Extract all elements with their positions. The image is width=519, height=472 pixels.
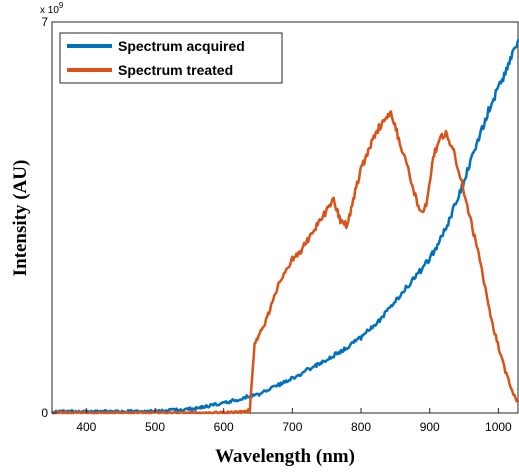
series-layer — [50, 38, 519, 415]
plot-area: 400 500 600 700 800 900 1000 0 7 — [41, 15, 519, 434]
plot-frame — [51, 21, 519, 414]
legend-label-spectrum-acquired: Spectrum acquired — [118, 38, 245, 54]
x-tick-label: 500 — [145, 420, 165, 434]
x-tick-label: 600 — [214, 420, 234, 434]
legend-box — [59, 32, 283, 84]
y-axis-title: Intensity (AU) — [10, 160, 31, 277]
x-tick-label: 400 — [76, 420, 96, 434]
y-tick-label: 7 — [41, 15, 48, 29]
y-tick-label: 0 — [41, 406, 48, 420]
x-axis-title: Wavelength (nm) — [215, 446, 355, 467]
series-line-spectrum-treated — [51, 110, 519, 415]
y-axis-multiplier-base: x 10 — [40, 5, 59, 16]
legend: Spectrum acquired Spectrum treated — [59, 32, 283, 84]
x-tick-label: 1000 — [485, 420, 512, 434]
legend-label-spectrum-treated: Spectrum treated — [118, 62, 233, 78]
x-tick-label: 700 — [282, 420, 302, 434]
tick-layer: 400 500 600 700 800 900 1000 0 7 — [41, 15, 512, 434]
y-axis-multiplier-exponent: 9 — [59, 1, 64, 10]
x-tick-label: 900 — [420, 420, 440, 434]
y-axis-multiplier: x 109 — [40, 1, 64, 16]
x-tick-label: 800 — [351, 420, 371, 434]
